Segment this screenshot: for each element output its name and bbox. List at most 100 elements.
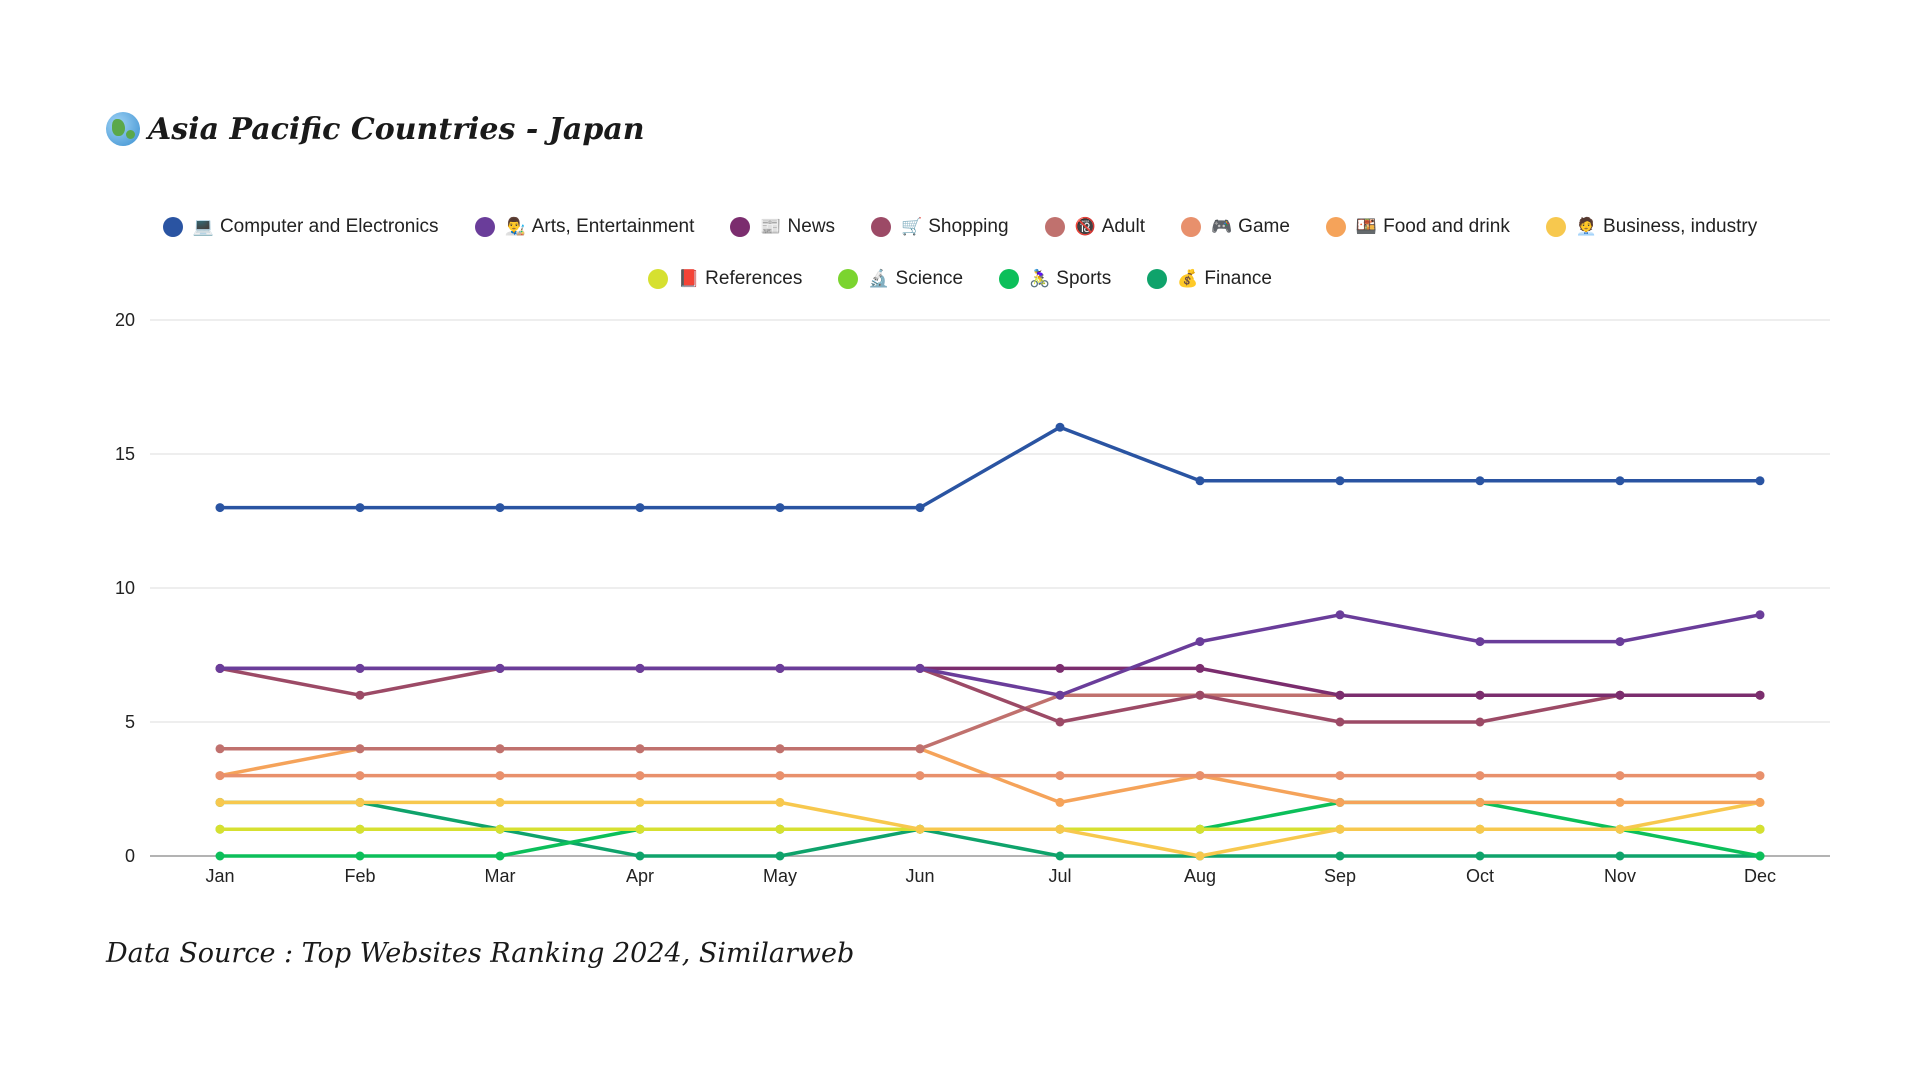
- legend-item[interactable]: 📕 References: [648, 268, 802, 290]
- data-point: [915, 663, 925, 673]
- x-tick-label: Feb: [344, 866, 375, 886]
- chart-title-text: Asia Pacific Countries - Japan: [148, 111, 645, 147]
- y-tick-label: 10: [115, 578, 135, 598]
- newspaper-icon: 📰: [760, 217, 782, 236]
- office-worker-icon: 🧑‍💼: [1575, 217, 1598, 236]
- legend-item[interactable]: 💻 Computer and Electronics: [162, 216, 439, 238]
- x-tick-label: Sep: [1324, 866, 1356, 886]
- legend-swatch: [162, 217, 183, 237]
- series-line: [218, 800, 1762, 858]
- data-point: [775, 797, 785, 807]
- bento-icon: 🍱: [1355, 217, 1378, 236]
- data-point: [1195, 851, 1205, 861]
- legend-label: Adult: [1101, 216, 1145, 237]
- data-point: [1055, 717, 1065, 727]
- data-point: [915, 744, 925, 754]
- data-point: [1055, 663, 1065, 673]
- data-point: [1335, 824, 1345, 834]
- data-point: [1755, 610, 1765, 620]
- legend-label: Sports: [1056, 268, 1112, 289]
- data-point: [495, 824, 505, 834]
- legend-item[interactable]: 🔞 Adult: [1044, 216, 1145, 238]
- data-point: [215, 771, 225, 781]
- legend-item[interactable]: 💰 Finance: [1147, 268, 1272, 290]
- legend-label: Game: [1238, 216, 1290, 237]
- legend-swatch: [648, 269, 668, 289]
- data-point: [1335, 851, 1345, 861]
- data-point: [355, 797, 365, 807]
- data-point: [1335, 771, 1345, 781]
- legend-label: Business, industry: [1603, 216, 1758, 237]
- legend-swatch: [1325, 217, 1346, 237]
- data-point: [775, 503, 785, 513]
- y-tick-label: 5: [125, 712, 135, 732]
- legend-swatch: [474, 217, 495, 237]
- series-line: [218, 425, 1762, 510]
- data-point: [1195, 476, 1205, 486]
- data-point: [1055, 797, 1065, 807]
- data-point: [215, 503, 225, 513]
- x-tick-label: Aug: [1184, 866, 1216, 886]
- series-game: [215, 771, 1765, 781]
- legend-label: Computer and Electronics: [219, 216, 439, 237]
- legend-swatch: [1181, 217, 1201, 237]
- x-tick-label: Jun: [905, 866, 934, 886]
- series-arts-entertainment: [215, 610, 1765, 700]
- data-point: [635, 824, 645, 834]
- legend-item[interactable]: 🍱 Food and drink: [1325, 216, 1510, 238]
- data-point: [1615, 476, 1625, 486]
- legend-item[interactable]: 📰 News: [730, 216, 835, 238]
- data-point: [1335, 797, 1345, 807]
- legend-row-2: 📕 References 🔬 Science 🚴‍♀️ Sports 💰 Finance: [0, 268, 1920, 290]
- legend-swatch: [838, 269, 859, 289]
- data-point: [215, 797, 225, 807]
- data-point: [1475, 637, 1485, 647]
- data-point: [1475, 717, 1485, 727]
- data-point: [1475, 851, 1485, 861]
- chart-title: Asia Pacific Countries - Japan: [106, 104, 645, 154]
- legend-label: Finance: [1204, 268, 1272, 289]
- globe-asia-australia-icon: [106, 112, 140, 146]
- data-point: [495, 771, 505, 781]
- legend-label: Arts, Entertainment: [531, 216, 695, 237]
- data-point: [1615, 797, 1625, 807]
- data-point: [355, 663, 365, 673]
- data-point: [355, 851, 365, 861]
- series-line: [218, 613, 1762, 697]
- data-point: [775, 744, 785, 754]
- data-point: [1615, 690, 1625, 700]
- data-point: [1055, 690, 1065, 700]
- legend-item[interactable]: 🧑‍💼 Business, industry: [1545, 216, 1758, 238]
- data-point: [1475, 690, 1485, 700]
- data-point: [1475, 771, 1485, 781]
- legend-item[interactable]: 🔬 Science: [838, 268, 963, 290]
- x-tick-label: Jan: [205, 866, 234, 886]
- legend-swatch: [1044, 217, 1065, 237]
- data-point: [1055, 771, 1065, 781]
- data-point: [1195, 824, 1205, 834]
- legend-item[interactable]: 🚴‍♀️ Sports: [999, 268, 1111, 290]
- legend-item[interactable]: 🛒 Shopping: [871, 216, 1009, 238]
- data-point: [635, 851, 645, 861]
- data-point: [215, 744, 225, 754]
- legend-label: Food and drink: [1383, 216, 1510, 237]
- legend-item[interactable]: 👨‍🎨 Arts, Entertainment: [474, 216, 695, 238]
- series-computer-and-electronics: [215, 422, 1765, 513]
- x-tick-label: Nov: [1604, 866, 1636, 886]
- cyclist-icon: 🚴‍♀️: [1029, 269, 1051, 288]
- x-tick-label: Apr: [626, 866, 654, 886]
- data-point: [1755, 690, 1765, 700]
- legend-swatch: [1545, 217, 1566, 237]
- data-point: [1335, 476, 1345, 486]
- data-point: [1755, 771, 1765, 781]
- x-tick-label: Dec: [1744, 866, 1776, 886]
- legend-row-1: 💻 Computer and Electronics 👨‍🎨 Arts, Entert…: [0, 216, 1920, 238]
- legend-item[interactable]: 🎮 Game: [1181, 216, 1290, 238]
- data-point: [915, 503, 925, 513]
- series-line: [218, 800, 1762, 858]
- data-point: [1615, 824, 1625, 834]
- data-point: [635, 771, 645, 781]
- data-point: [1335, 610, 1345, 620]
- data-point: [355, 771, 365, 781]
